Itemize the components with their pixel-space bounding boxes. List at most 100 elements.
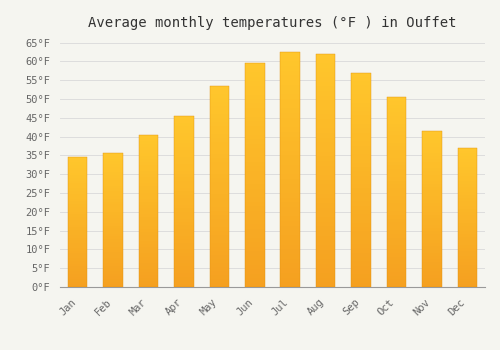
Bar <box>352 137 371 141</box>
Bar <box>386 238 406 241</box>
Bar <box>174 263 194 266</box>
Bar <box>104 284 123 287</box>
Bar <box>352 154 371 158</box>
Bar <box>386 127 406 131</box>
Bar <box>245 63 264 68</box>
Bar <box>352 167 371 171</box>
Bar <box>352 240 371 244</box>
Bar <box>316 54 336 58</box>
Bar <box>104 250 123 252</box>
Bar <box>422 196 442 200</box>
Bar <box>386 188 406 192</box>
Bar <box>458 209 477 212</box>
Bar <box>458 215 477 217</box>
Bar <box>68 258 87 261</box>
Bar <box>210 255 229 259</box>
Bar <box>352 197 371 201</box>
Bar <box>245 130 264 135</box>
Bar <box>104 260 123 263</box>
Bar <box>422 240 442 243</box>
Bar <box>245 180 264 184</box>
Bar <box>245 99 264 104</box>
Bar <box>458 231 477 234</box>
Bar <box>68 219 87 222</box>
Bar <box>245 251 264 256</box>
Bar <box>174 160 194 164</box>
Bar <box>104 244 123 247</box>
Bar <box>139 223 158 226</box>
Bar <box>104 279 123 282</box>
Bar <box>352 270 371 274</box>
Bar <box>68 188 87 191</box>
Bar <box>210 279 229 283</box>
Bar <box>458 206 477 209</box>
Bar <box>139 135 158 138</box>
Bar <box>104 276 123 279</box>
Bar <box>210 146 229 150</box>
Bar <box>68 235 87 238</box>
Bar <box>316 170 336 175</box>
Bar <box>104 274 123 276</box>
Bar <box>104 194 123 196</box>
Bar <box>245 175 264 180</box>
Bar <box>104 255 123 258</box>
Bar <box>104 215 123 218</box>
Bar <box>280 146 300 150</box>
Bar <box>174 133 194 136</box>
Bar <box>352 244 371 248</box>
Bar <box>352 128 371 133</box>
Bar <box>104 212 123 215</box>
Bar <box>68 178 87 181</box>
Bar <box>352 214 371 218</box>
Bar <box>174 177 194 181</box>
Bar <box>386 105 406 108</box>
Bar <box>280 132 300 136</box>
Bar <box>210 195 229 198</box>
Bar <box>210 215 229 219</box>
Bar <box>68 170 87 173</box>
Bar <box>139 159 158 162</box>
Bar <box>386 166 406 169</box>
Bar <box>352 223 371 227</box>
Bar <box>68 276 87 279</box>
Bar <box>352 257 371 261</box>
Bar <box>386 219 406 222</box>
Bar <box>280 226 300 231</box>
Bar <box>386 275 406 279</box>
Bar <box>210 150 229 154</box>
Bar <box>386 241 406 245</box>
Bar <box>316 54 336 287</box>
Bar <box>422 156 442 159</box>
Bar <box>210 94 229 98</box>
Bar <box>245 117 264 121</box>
Bar <box>68 209 87 212</box>
Bar <box>352 236 371 240</box>
Bar <box>68 206 87 209</box>
Bar <box>458 159 477 162</box>
Bar <box>210 130 229 134</box>
Bar <box>68 227 87 230</box>
Bar <box>68 253 87 256</box>
Bar <box>386 146 406 150</box>
Bar <box>68 232 87 235</box>
Bar <box>104 268 123 271</box>
Bar <box>245 220 264 224</box>
Bar <box>104 169 123 172</box>
Bar <box>386 226 406 230</box>
Bar <box>210 271 229 275</box>
Bar <box>280 136 300 141</box>
Bar <box>174 123 194 126</box>
Bar <box>245 197 264 202</box>
Bar <box>210 162 229 166</box>
Bar <box>386 234 406 238</box>
Bar <box>352 163 371 167</box>
Bar <box>280 141 300 146</box>
Bar <box>139 229 158 232</box>
Bar <box>458 229 477 231</box>
Bar <box>245 162 264 166</box>
Bar <box>422 209 442 212</box>
Bar <box>139 180 158 183</box>
Bar <box>316 110 336 114</box>
Bar <box>422 228 442 231</box>
Bar <box>316 114 336 119</box>
